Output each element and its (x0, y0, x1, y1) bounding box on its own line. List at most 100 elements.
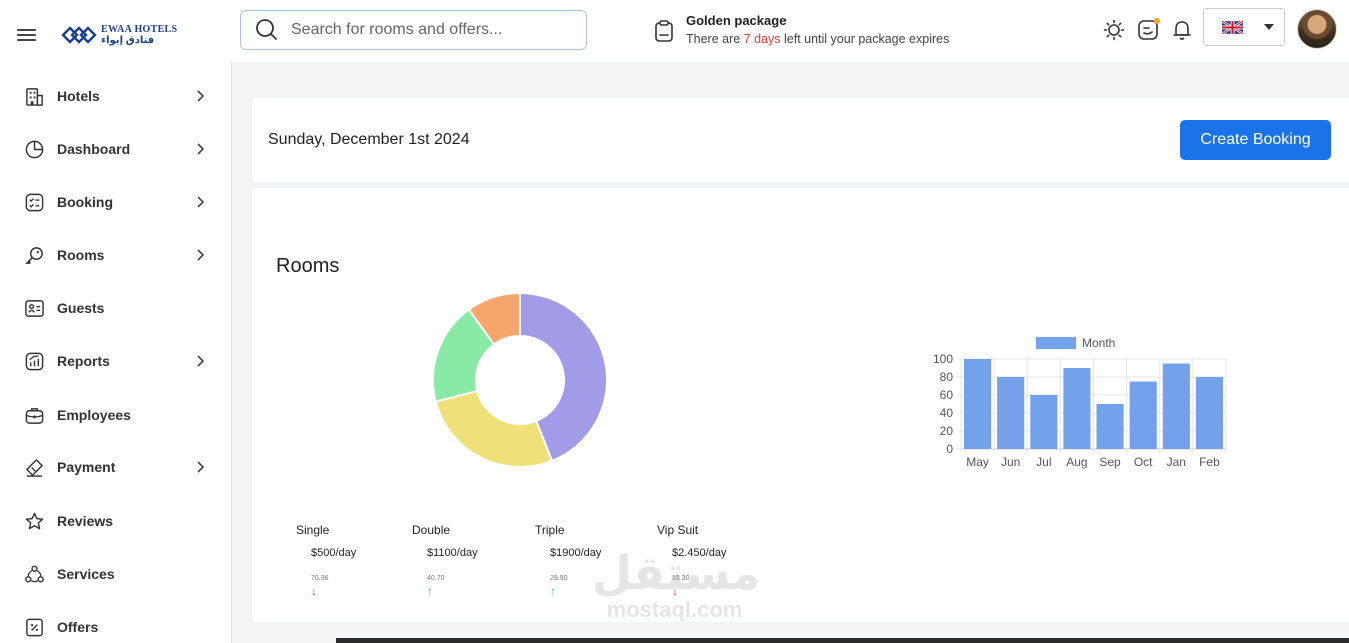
bar[interactable] (1063, 368, 1091, 449)
room-percent: 40.70 (427, 575, 445, 582)
trend-down-icon: ↓ (311, 584, 317, 598)
room-price: $1100/day (427, 547, 478, 559)
sidebar-item-label: Offers (57, 619, 99, 635)
sidebar-item-booking[interactable]: Booking (0, 182, 231, 222)
bar[interactable] (964, 359, 992, 449)
sidebar-item-services[interactable]: Services (0, 554, 231, 594)
language-select[interactable] (1203, 8, 1285, 46)
trend-down-icon: ↓ (672, 584, 678, 598)
sun-icon[interactable] (1103, 19, 1125, 41)
room-stat-vip-suit: Vip Suit $2.450/day 15.30 ↓ (657, 523, 777, 598)
services-icon (25, 565, 44, 582)
top-header: EWAA HOTELS فنادق إيواء Golden package T… (0, 0, 1349, 62)
hotel-icon (26, 87, 43, 106)
sidebar-item-dashboard[interactable]: Dashboard (0, 129, 231, 169)
sidebar-item-reports[interactable]: Reports (0, 341, 231, 381)
x-tick-label: May (966, 455, 989, 469)
taskbar-strip (336, 638, 1349, 643)
discount-icon (26, 618, 43, 636)
sidebar-item-label: Booking (57, 194, 113, 210)
legend-label: Month (1082, 336, 1115, 350)
checklist-icon (25, 193, 44, 211)
sidebar-item-hotels[interactable]: Hotels (0, 76, 231, 116)
sidebar-item-rooms[interactable]: Rooms (0, 235, 231, 275)
logo-text-ar: فنادق إيواء (101, 35, 155, 46)
id-card-icon (25, 299, 44, 317)
key-icon (25, 246, 43, 264)
room-percent: 70.36 (311, 575, 329, 582)
room-price: $1900/day (550, 547, 602, 559)
sidebar-item-label: Employees (57, 407, 131, 423)
sidebar-item-label: Hotels (57, 88, 100, 104)
doughnut-slice[interactable] (519, 291, 608, 463)
bar[interactable] (1096, 404, 1124, 449)
sidebar-item-guests[interactable]: Guests (0, 288, 231, 328)
logo[interactable]: EWAA HOTELS فنادق إيواء (61, 23, 177, 47)
date-bar: Sunday, December 1st 2024 Create Booking (252, 98, 1349, 182)
chevron-right-icon (197, 461, 205, 473)
search-icon (256, 19, 277, 40)
chat-icon[interactable] (1137, 18, 1160, 41)
package-message: There are 7 days left until your package… (686, 32, 950, 46)
sidebar-item-label: Reviews (57, 513, 114, 529)
sidebar-item-offers[interactable]: Offers (0, 607, 231, 643)
bar[interactable] (1162, 363, 1190, 450)
bell-icon[interactable] (1171, 19, 1193, 41)
legend-swatch (1036, 337, 1076, 349)
rooms-panel: Rooms Month 0 20 40 60 80 100 May Jun Jul Aug Sep Oc… (252, 188, 1349, 622)
chevron-right-icon (197, 355, 205, 367)
sidebar-item-employees[interactable]: Employees (0, 395, 231, 435)
chevron-down-icon (1264, 24, 1274, 30)
bar[interactable] (1129, 381, 1157, 450)
notification-dot (1154, 18, 1160, 24)
x-tick-label: Jan (1167, 455, 1186, 469)
logo-mark-icon (61, 26, 97, 44)
package-days: 7 days (743, 32, 781, 46)
x-tick-label: Feb (1199, 455, 1220, 469)
room-price: $2.450/day (672, 547, 727, 559)
sidebar-item-label: Dashboard (57, 141, 131, 157)
sidebar: Hotels Dashboard Booking Rooms Guests Re… (0, 62, 232, 643)
sidebar-item-label: Guests (57, 300, 105, 316)
logo-text-en: EWAA HOTELS (101, 24, 178, 35)
package-title: Golden package (686, 13, 787, 28)
chevron-right-icon (197, 196, 205, 208)
bar[interactable] (1195, 377, 1223, 449)
clipboard-icon (655, 20, 673, 42)
search-input[interactable] (291, 21, 571, 39)
create-booking-button[interactable]: Create Booking (1180, 120, 1331, 160)
monthly-bar-chart: Month 0 20 40 60 80 100 May Jun Jul Aug Sep Oct Jan Fe… (933, 336, 1227, 469)
bar[interactable] (997, 377, 1025, 449)
doughnut-slice[interactable] (434, 389, 554, 468)
rooms-doughnut-chart (432, 291, 608, 468)
room-percent: 15.30 (672, 575, 690, 582)
search-box[interactable] (240, 10, 587, 50)
y-tick-label: 20 (940, 424, 954, 438)
user-avatar[interactable] (1297, 9, 1337, 49)
chart-legend: Month (1036, 336, 1115, 350)
x-tick-label: Sep (1099, 455, 1121, 469)
ticket-icon (26, 458, 43, 477)
sidebar-item-reviews[interactable]: Reviews (0, 501, 231, 541)
room-name: Vip Suit (657, 523, 699, 537)
sidebar-item-label: Rooms (57, 247, 105, 263)
bar[interactable] (1030, 395, 1058, 449)
trend-up-icon: ↑ (427, 584, 433, 598)
star-icon (25, 512, 44, 529)
sidebar-item-payment[interactable]: Payment (0, 447, 231, 487)
menu-icon[interactable] (17, 29, 36, 43)
x-tick-label: Jun (1001, 455, 1020, 469)
room-stat-double: Double $1100/day 40.70 ↑ (412, 523, 532, 598)
trend-up-icon: ↑ (550, 584, 556, 598)
y-tick-label: 60 (940, 388, 954, 402)
x-tick-label: Aug (1066, 455, 1087, 469)
sidebar-item-label: Payment (57, 459, 116, 475)
sidebar-item-label: Reports (57, 353, 110, 369)
y-tick-label: 100 (933, 352, 953, 366)
x-tick-label: Oct (1134, 455, 1153, 469)
briefcase-icon (25, 407, 44, 424)
room-stat-triple: Triple $1900/day 29.90 ↑ (535, 523, 655, 598)
pie-icon (25, 140, 44, 158)
chevron-right-icon (197, 90, 205, 102)
doughnut-slice[interactable] (467, 291, 521, 346)
